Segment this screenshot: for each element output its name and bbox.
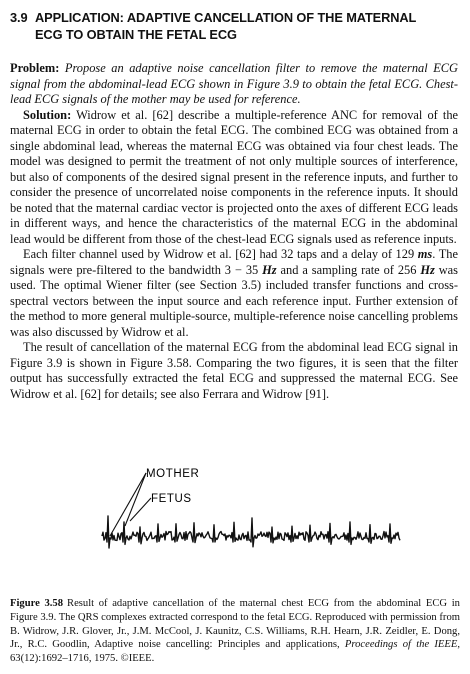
section-title-line1: APPLICATION: ADAPTIVE CANCELLATION OF TH…	[35, 10, 417, 25]
solution-paragraph: Solution: Widrow et al. [62] describe a …	[10, 108, 458, 248]
section-number: 3.9	[10, 10, 28, 25]
problem-paragraph: Problem: Propose an adaptive noise cance…	[10, 61, 458, 108]
para2-part4: was used. The optimal Wiener filter (see…	[10, 262, 458, 339]
solution-label: Solution:	[23, 107, 72, 122]
result-paragraph: The result of cancellation of the matern…	[10, 340, 458, 402]
caption-text-2: , 63(12):1692–1716, 1975. ©IEEE.	[10, 639, 460, 665]
para2-part2: . The signals were pre-filtered to the b…	[10, 247, 458, 277]
problem-label: Problem:	[10, 61, 60, 75]
caption-journal: Proceedings of the IEEE	[344, 639, 458, 651]
unit-hz: Hz	[262, 262, 277, 277]
solution-text: Widrow et al. [62] describe a multiple-r…	[10, 107, 459, 246]
unit-hz: Hz	[420, 262, 435, 277]
unit-ms: ms	[417, 247, 433, 261]
label-mother: MOTHER	[146, 468, 199, 480]
body-text: Problem: Propose an adaptive noise cance…	[10, 61, 458, 402]
caption-text-1: Result of adaptive cancellation of the m…	[10, 598, 460, 651]
section-heading: 3.9 APPLICATION: ADAPTIVE CANCELLATION OF…	[10, 9, 465, 43]
filter-parameters-paragraph: Each filter channel used by Widrow et al…	[10, 247, 458, 340]
result-text: The result of cancellation of the matern…	[10, 340, 458, 401]
ecg-figure-svg: MOTHER FETUS	[101, 468, 401, 549]
section-title-line2: ECG TO OBTAIN THE FETAL ECG	[35, 27, 237, 42]
fetus-pointer	[129, 497, 152, 522]
figure-caption: Figure 3.58 Result of adaptive cancellati…	[10, 597, 460, 666]
caption-label: Figure 3.58	[10, 598, 64, 609]
para2-part1: Each filter channel used by Widrow et al…	[23, 247, 418, 261]
problem-text: Propose an adaptive noise cancellation f…	[10, 61, 458, 106]
mother-pointer-1	[109, 472, 147, 537]
mother-pointer-2	[124, 472, 147, 527]
label-fetus: FETUS	[151, 493, 192, 505]
para2-part3: and a sampling rate of 256	[276, 262, 421, 277]
fetal-ecg-trace	[101, 515, 401, 549]
figure-3-58: MOTHER FETUS	[100, 452, 420, 572]
